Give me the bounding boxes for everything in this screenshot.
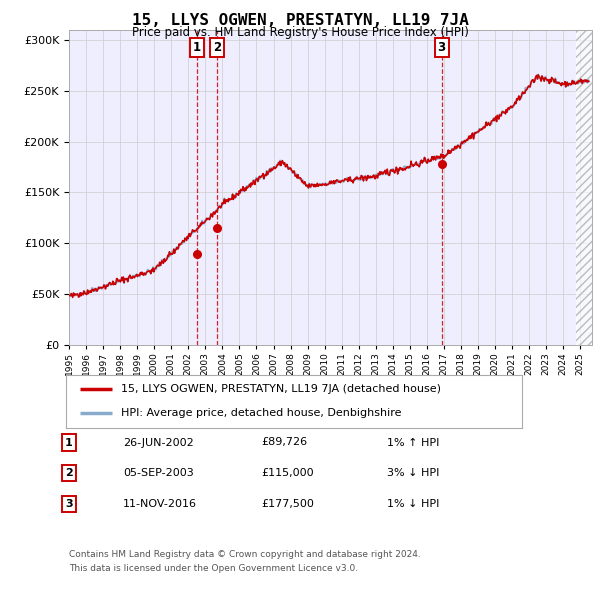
Text: 2: 2 <box>65 468 73 478</box>
Text: 1% ↑ HPI: 1% ↑ HPI <box>387 438 439 447</box>
Text: 1: 1 <box>65 438 73 447</box>
Bar <box>576 30 592 345</box>
Bar <box>576 30 592 345</box>
Text: £177,500: £177,500 <box>261 499 314 509</box>
Text: 11-NOV-2016: 11-NOV-2016 <box>123 499 197 509</box>
Text: £115,000: £115,000 <box>261 468 314 478</box>
Text: This data is licensed under the Open Government Licence v3.0.: This data is licensed under the Open Gov… <box>69 565 358 573</box>
Text: 1% ↓ HPI: 1% ↓ HPI <box>387 499 439 509</box>
Text: 15, LLYS OGWEN, PRESTATYN, LL19 7JA (detached house): 15, LLYS OGWEN, PRESTATYN, LL19 7JA (det… <box>121 384 441 394</box>
Text: 26-JUN-2002: 26-JUN-2002 <box>123 438 194 447</box>
Text: HPI: Average price, detached house, Denbighshire: HPI: Average price, detached house, Denb… <box>121 408 401 418</box>
Text: 1: 1 <box>193 41 201 54</box>
Text: 3: 3 <box>65 499 73 509</box>
Text: 3% ↓ HPI: 3% ↓ HPI <box>387 468 439 478</box>
Text: Price paid vs. HM Land Registry's House Price Index (HPI): Price paid vs. HM Land Registry's House … <box>131 26 469 39</box>
Text: 05-SEP-2003: 05-SEP-2003 <box>123 468 194 478</box>
Text: 3: 3 <box>437 41 446 54</box>
Text: £89,726: £89,726 <box>261 438 307 447</box>
Text: 15, LLYS OGWEN, PRESTATYN, LL19 7JA: 15, LLYS OGWEN, PRESTATYN, LL19 7JA <box>131 13 469 28</box>
Text: 2: 2 <box>213 41 221 54</box>
Text: Contains HM Land Registry data © Crown copyright and database right 2024.: Contains HM Land Registry data © Crown c… <box>69 550 421 559</box>
